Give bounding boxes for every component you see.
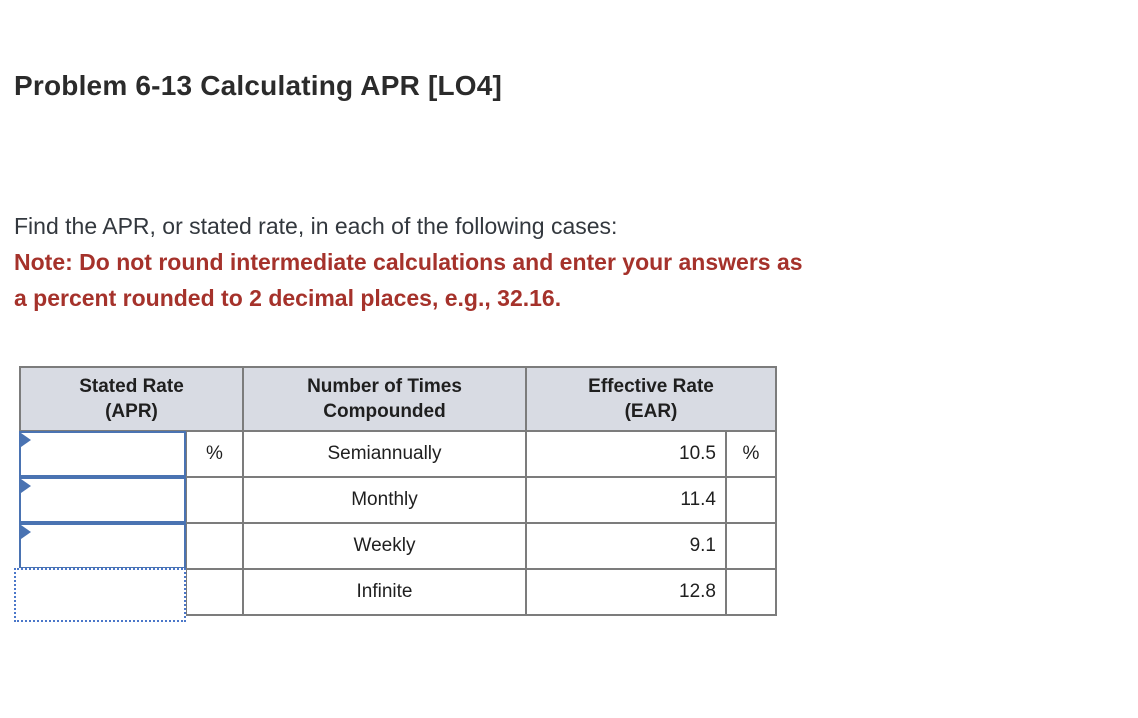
apr-input-cell [19,522,187,570]
problem-page: Problem 6-13 Calculating APR [LO4] Find … [14,70,1138,622]
table-row-infinite: Infinite 12.8 [14,568,778,622]
header-stated-rate: Stated Rate (APR) [19,366,244,432]
ear-unit-cell: % [724,430,778,478]
apr-input-cell [19,430,187,478]
answer-marker-icon [21,525,31,539]
apr-unit-cell [185,522,244,570]
problem-instruction-line: Find the APR, or stated rate, in each of… [14,213,618,239]
compounded-cell: Monthly [242,476,527,524]
ear-unit-cell [724,476,778,524]
apr-input-row2[interactable] [33,479,182,521]
ear-value-cell: 9.1 [525,522,727,570]
table-row-semiannually: % Semiannually 10.5 % [19,430,778,478]
ear-value-cell: 12.8 [525,568,727,616]
header-effective-rate: Effective Rate (EAR) [524,366,778,432]
ear-unit-cell [724,568,778,616]
apr-answer-box-row2[interactable] [19,477,186,523]
apr-unit-cell [185,476,244,524]
apr-unit-cell: % [185,430,244,478]
answer-marker-icon [21,433,31,447]
header-number-of-times-line1: Number of Times [307,376,462,397]
note-line-2: a percent rounded to 2 decimal places, e… [14,285,562,311]
apr-answer-box-row4[interactable] [14,568,186,622]
page-title: Problem 6-13 Calculating APR [LO4] [14,70,503,101]
ear-unit-cell [724,522,778,570]
ear-value-cell: 11.4 [525,476,727,524]
ear-value-cell: 10.5 [525,430,727,478]
apr-input-row4[interactable] [28,570,182,620]
table-row-weekly: Weekly 9.1 [19,522,778,570]
apr-input-row3[interactable] [33,525,182,567]
apr-answer-box-row3[interactable] [19,523,186,569]
header-number-of-times-line2: Compounded [323,401,446,422]
header-stated-rate-line2: (APR) [105,401,158,422]
compounded-cell: Infinite [242,568,527,616]
header-effective-rate-line2: (EAR) [624,401,678,422]
header-stated-rate-line1: Stated Rate [79,376,184,397]
header-number-of-times: Number of Times Compounded [242,366,527,432]
note-line-1: Note: Do not round intermediate calculat… [14,249,803,275]
table-row-monthly: Monthly 11.4 [19,476,778,524]
apr-answer-box-row1[interactable] [19,431,186,477]
header-effective-rate-line1: Effective Rate [588,376,714,397]
problem-statement: Find the APR, or stated rate, in each of… [14,208,1138,316]
apr-input-cell [14,568,187,622]
answer-marker-icon [21,479,31,493]
compounded-cell: Semiannually [242,430,527,478]
table-header-row: Stated Rate (APR) Number of Times Compou… [19,366,778,432]
apr-unit-cell [185,568,244,616]
apr-input-row1[interactable] [33,433,182,475]
apr-answer-table: Stated Rate (APR) Number of Times Compou… [14,366,778,622]
apr-input-cell [19,476,187,524]
compounded-cell: Weekly [242,522,527,570]
